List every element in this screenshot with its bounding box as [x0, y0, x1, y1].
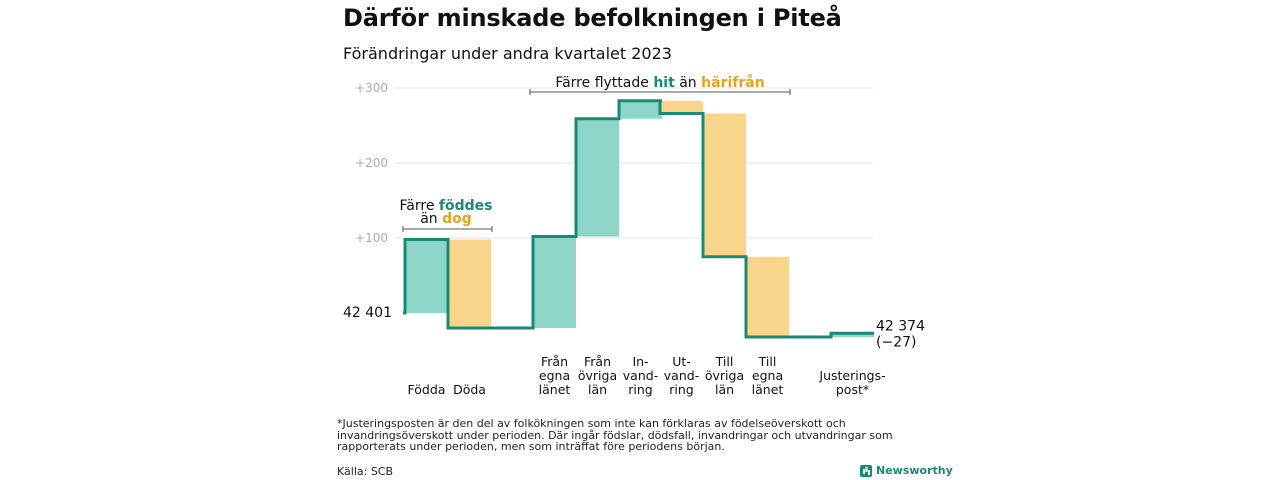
category-label: Från	[584, 354, 611, 369]
category-label: län	[715, 382, 734, 397]
annotation-birth-line2-part: än	[420, 211, 442, 227]
bar-ut-vand-ring	[660, 100, 703, 114]
category-label: Från	[541, 354, 568, 369]
y-tick-label: +100	[355, 231, 388, 245]
annotation-birth-line1: Färre föddes	[400, 198, 493, 214]
annotation-migration-part: Färre flyttade	[555, 75, 653, 91]
category-label: Döda	[453, 382, 486, 397]
annotation-migration-part: än	[675, 75, 701, 91]
annotation-birth-line1-part: Färre	[400, 198, 439, 214]
category-label: egna	[752, 368, 783, 383]
category-label: vand-	[664, 368, 699, 383]
category-label: In-	[632, 354, 648, 369]
category-label: egna	[539, 368, 570, 383]
newsworthy-icon	[860, 464, 872, 477]
annotation-migration: Färre flyttade hit än härifrån	[555, 74, 764, 91]
bar-till-egna-länet	[746, 256, 789, 337]
y-tick-label: +300	[355, 81, 388, 95]
category-label: Till	[758, 354, 777, 369]
chart-subtitle: Förändringar under andra kvartalet 2023	[343, 44, 672, 63]
bar-från-egna-länet	[533, 236, 576, 328]
category-label: övriga	[578, 368, 617, 383]
category-label: vand-	[623, 368, 658, 383]
brand-label: Newsworthy	[876, 464, 953, 477]
end-value-label: 42 374	[876, 318, 925, 334]
bar-födda	[405, 239, 448, 313]
footnote: *Justeringsposten är den del av folkökni…	[337, 417, 893, 453]
category-label: Födda	[408, 382, 446, 397]
annotation-birth-line2: än dog	[420, 211, 472, 227]
bar-från-övriga-län	[576, 118, 619, 237]
end-change-label: (−27)	[876, 334, 916, 350]
start-value-label: 42 401	[343, 305, 392, 321]
category-label: post*	[836, 382, 869, 397]
bar-justerings-post	[831, 333, 874, 337]
cumulative-step-line	[403, 99, 874, 339]
y-tick-label: +200	[355, 156, 388, 170]
category-label: Justerings-	[818, 368, 885, 383]
annotation-migration-part: härifrån	[701, 74, 765, 91]
category-label: övriga	[705, 368, 744, 383]
category-label: länet	[539, 382, 571, 397]
category-label: länet	[752, 382, 784, 397]
newsworthy-logo: Newsworthy	[860, 464, 953, 477]
annotation-migration-part: hit	[653, 75, 675, 91]
bar-döda	[448, 239, 491, 328]
bar-in-vand-ring	[619, 100, 662, 119]
category-label: ring	[628, 382, 652, 397]
category-label: ring	[669, 382, 693, 397]
source: Källa: SCB	[337, 465, 394, 478]
category-label: Till	[715, 354, 734, 369]
annotation-birth-line1-part: föddes	[439, 198, 493, 214]
bar-till-övriga-län	[703, 113, 746, 257]
category-label: län	[588, 382, 607, 397]
chart-title: Därför minskade befolkningen i Piteå	[343, 4, 842, 32]
category-label: Ut-	[672, 354, 691, 369]
annotation-birth-line2-part: dog	[442, 211, 472, 227]
